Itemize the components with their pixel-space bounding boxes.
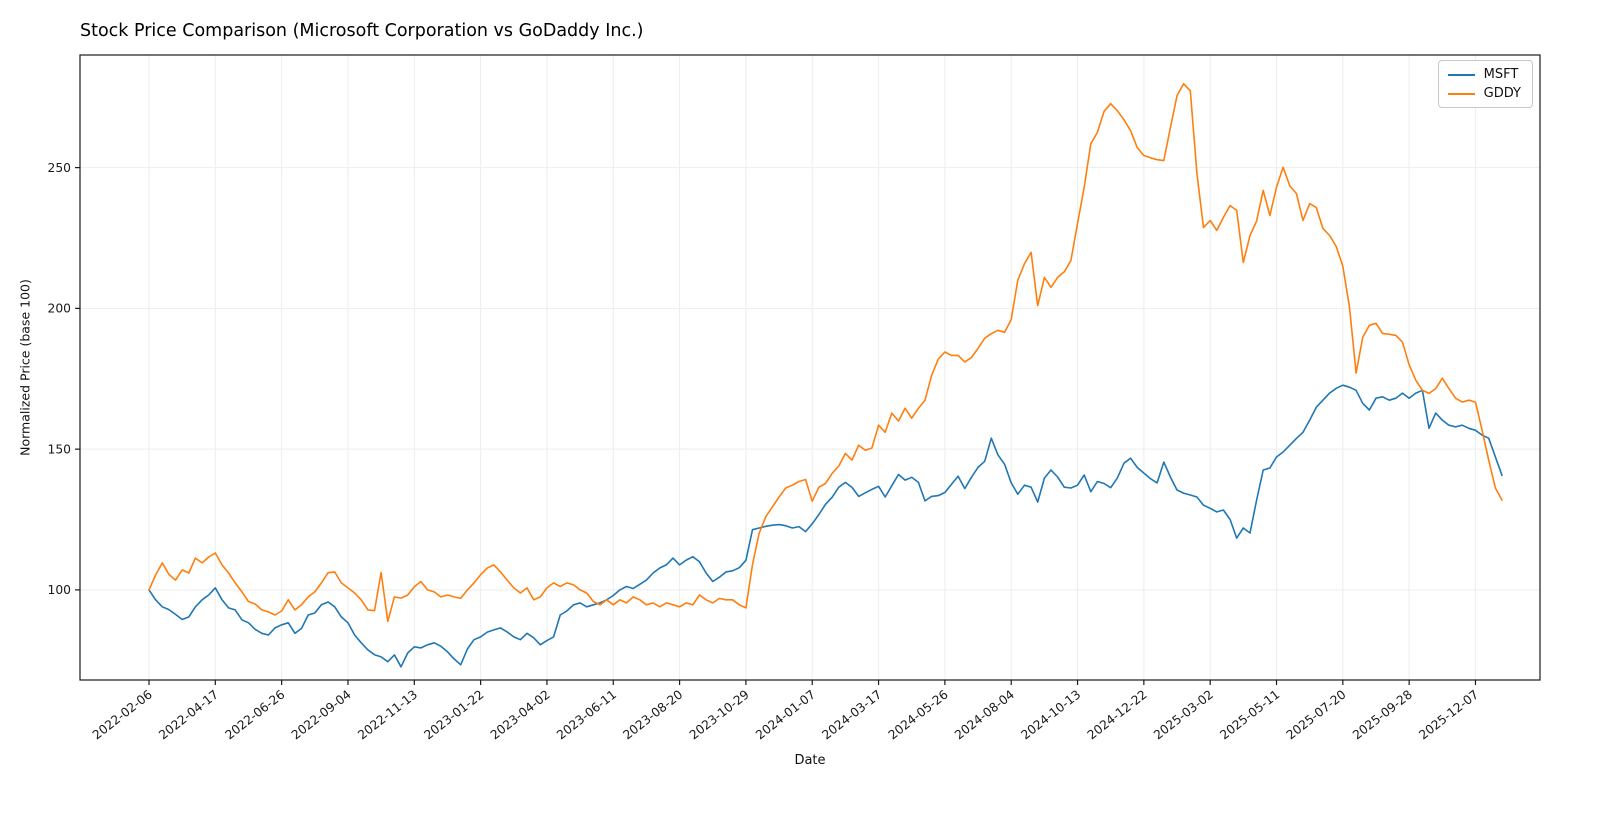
gddy-legend-line-icon	[1447, 92, 1475, 95]
x-tick-label: 2025-07-20	[1284, 687, 1349, 742]
x-tick-label: 2023-04-02	[488, 687, 553, 742]
y-axis-label: Normalized Price (base 100)	[17, 279, 33, 456]
chart-title: Stock Price Comparison (Microsoft Corpor…	[80, 21, 644, 41]
x-tick-label: 2022-06-26	[223, 687, 288, 742]
gddy-line	[148, 82, 1503, 623]
legend-label-msft: MSFT	[1483, 67, 1519, 82]
x-tick-label: 2024-05-26	[886, 687, 951, 742]
x-tick-label: 2024-01-07	[753, 687, 818, 742]
legend-item-gddy: GDDY	[1447, 86, 1521, 101]
x-tick-label: 2025-05-11	[1217, 687, 1282, 742]
legend: MSFT GDDY	[1437, 60, 1533, 108]
x-tick-label: 2023-10-29	[687, 687, 752, 742]
x-tick-label: 2022-11-13	[355, 687, 420, 742]
x-tick-label: 2022-04-17	[156, 687, 221, 742]
x-tick-label: 2024-03-17	[819, 687, 884, 742]
legend-item-msft: MSFT	[1447, 67, 1521, 82]
msft-line	[148, 384, 1503, 668]
x-tick-label: 2023-01-22	[422, 687, 487, 742]
y-tick-label: 250	[48, 161, 71, 175]
plot-border	[79, 54, 1541, 681]
x-tick-label: 2022-09-04	[289, 687, 354, 742]
x-tick-label: 2024-12-22	[1085, 687, 1150, 742]
x-axis-label: Date	[794, 753, 826, 768]
legend-label-gddy: GDDY	[1483, 86, 1521, 101]
x-tick-label: 2025-03-02	[1151, 687, 1216, 742]
y-tick-label: 100	[48, 583, 71, 597]
msft-legend-line-icon	[1447, 73, 1475, 76]
x-tick-label: 2024-08-04	[952, 687, 1017, 742]
y-tick-label: 150	[48, 442, 71, 456]
x-tick-label: 2023-06-11	[554, 687, 619, 742]
x-tick-label: 2025-12-07	[1416, 687, 1481, 742]
y-tick-label: 200	[48, 302, 71, 316]
x-tick-label: 2022-02-06	[90, 687, 155, 742]
x-tick-label: 2024-10-13	[1018, 687, 1083, 742]
x-tick-label: 2025-09-28	[1350, 687, 1415, 742]
x-tick-label: 2023-08-20	[620, 687, 685, 742]
